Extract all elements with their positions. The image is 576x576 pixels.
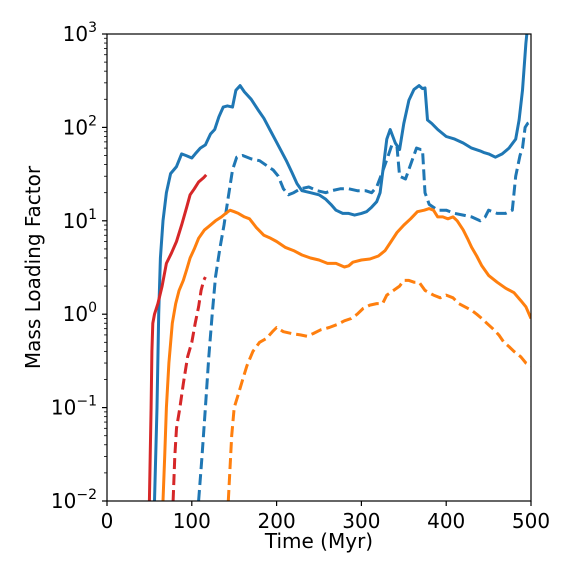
y-tick-label: 103	[63, 20, 97, 46]
y-tick-label: 10−1	[51, 394, 97, 420]
series-line-5	[147, 173, 208, 501]
x-tick-label: 400	[427, 509, 465, 533]
y-axis-title: Mass Loading Factor	[21, 165, 45, 369]
series-layer	[147, 34, 531, 501]
y-tick-label: 102	[63, 113, 97, 139]
x-axis-title: Time (Myr)	[264, 529, 373, 553]
y-tick-label: 101	[63, 207, 97, 233]
plot-frame	[106, 33, 532, 502]
series-line-6	[171, 276, 207, 501]
x-tick-label: 300	[342, 509, 380, 533]
series-line-4	[226, 278, 531, 501]
y-tick-label: 10−2	[51, 487, 97, 513]
x-tick-label: 100	[173, 509, 211, 533]
series-line-1	[152, 34, 529, 501]
axes-layer: 0 100 200 300 400 500 10−2 10−1 100 101 102 103	[51, 20, 550, 533]
series-line-3	[161, 207, 531, 501]
x-tick-label: 500	[512, 509, 550, 533]
x-tick-label: 0	[101, 509, 114, 533]
x-tick-label: 200	[258, 509, 296, 533]
series-line-2	[197, 120, 531, 501]
y-tick-label: 100	[63, 300, 97, 326]
